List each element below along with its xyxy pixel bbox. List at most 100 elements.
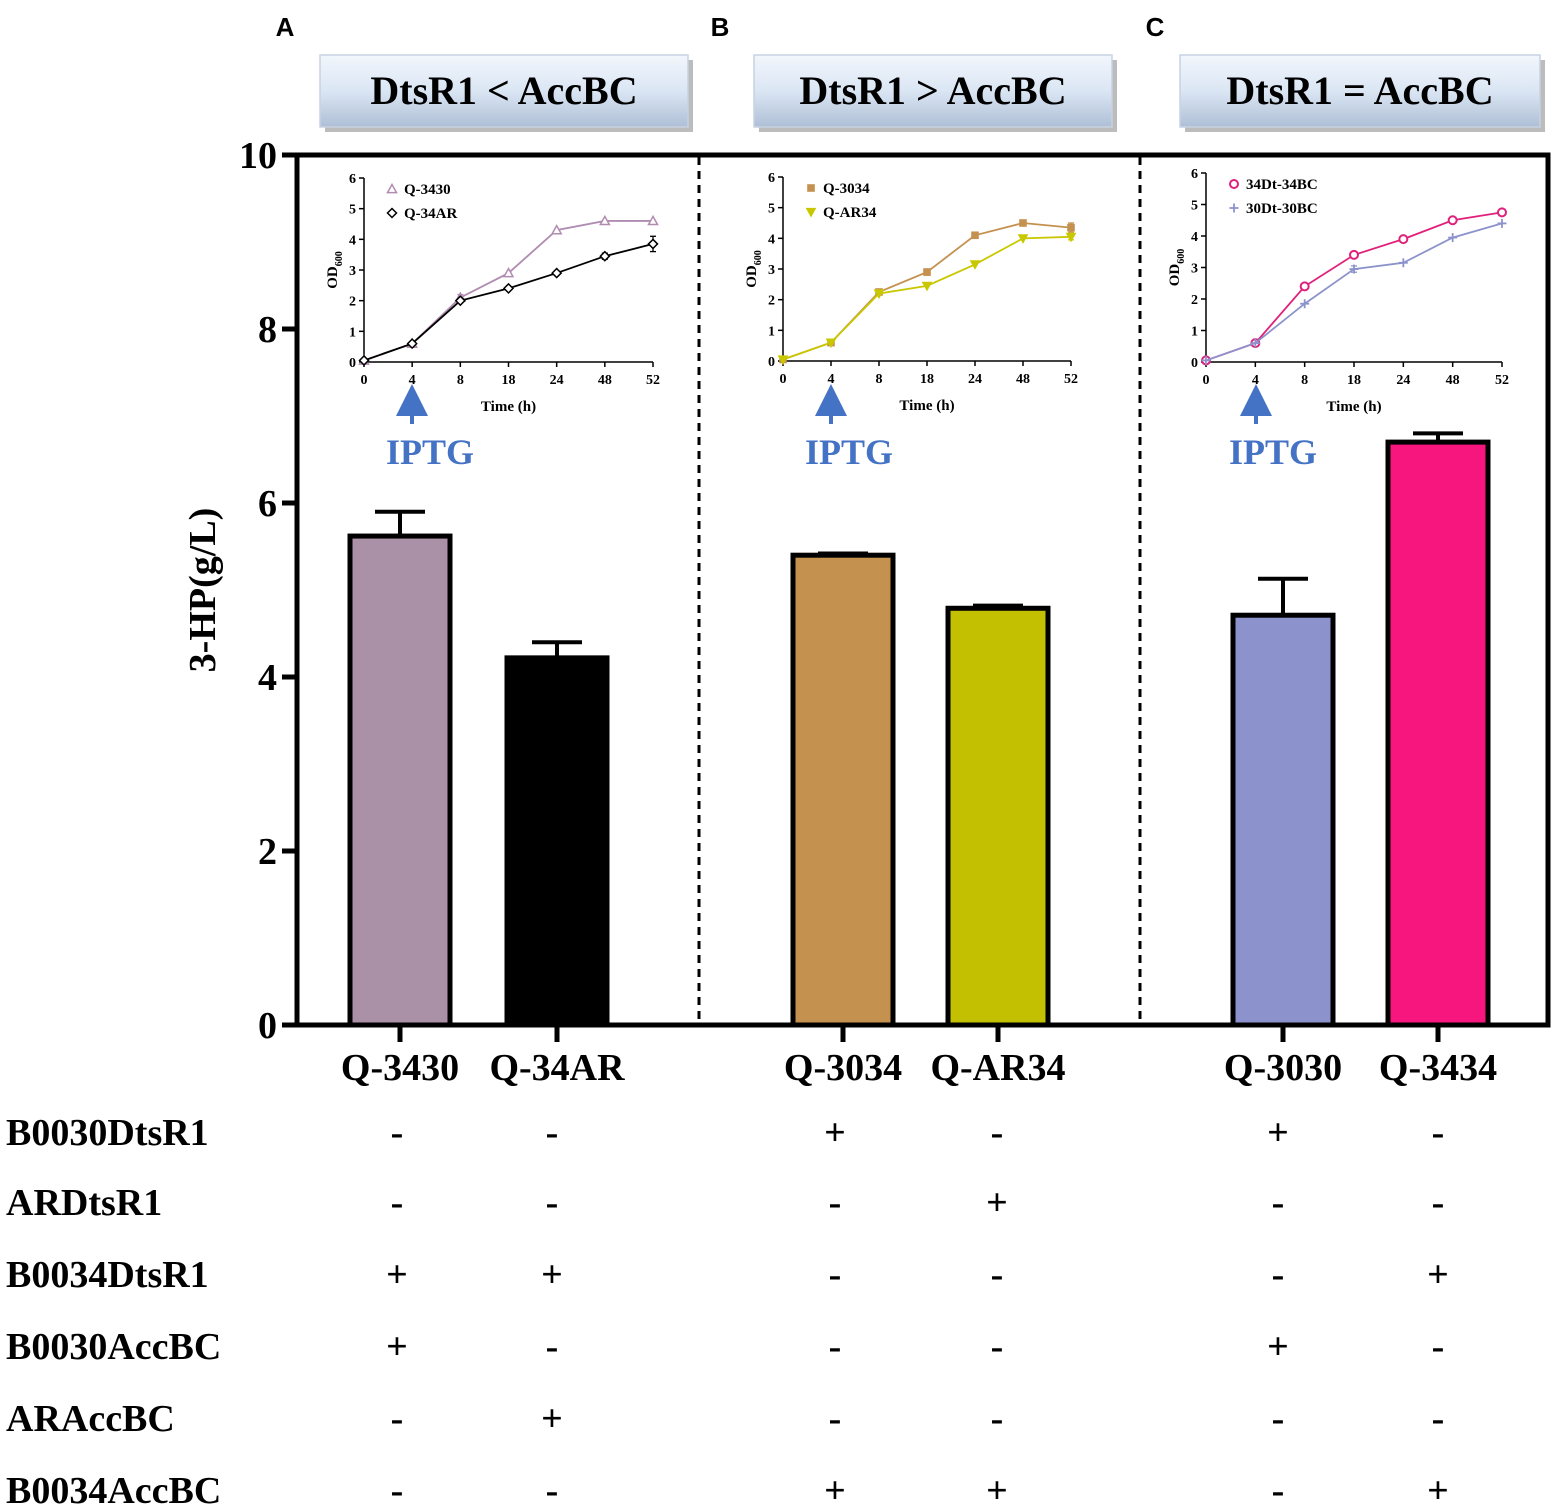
inset-y-tick-label: 4 bbox=[349, 233, 356, 248]
inset-series-34dt-34bc bbox=[1201, 207, 1507, 366]
construct-row-label: B0030DtsR1 bbox=[6, 1112, 209, 1154]
inset-y-tick-label: 4 bbox=[1191, 230, 1198, 245]
marker bbox=[386, 207, 398, 219]
inset-y-tick-label: 2 bbox=[349, 295, 356, 310]
construct-mark: - bbox=[1432, 1398, 1445, 1440]
marker bbox=[647, 214, 659, 226]
construct-mark: - bbox=[1432, 1112, 1445, 1154]
construct-mark: - bbox=[991, 1326, 1004, 1368]
series-line bbox=[782, 235, 1072, 361]
marker bbox=[550, 224, 563, 235]
construct-mark: - bbox=[829, 1182, 842, 1224]
panel-header-c: DtsR1 = AccBC bbox=[1179, 54, 1545, 132]
bar-q-34ar bbox=[504, 655, 610, 1028]
inset-x-tick-label: 0 bbox=[361, 373, 368, 388]
construct-mark: + bbox=[1427, 1470, 1449, 1508]
construct-mark: + bbox=[824, 1470, 846, 1508]
main-y-tick-label: 6 bbox=[258, 483, 277, 525]
marker bbox=[502, 267, 515, 278]
construct-mark: - bbox=[1272, 1470, 1285, 1508]
series-line bbox=[1205, 211, 1503, 362]
construct-mark: - bbox=[829, 1254, 842, 1296]
construct-row-label: B0034AccBC bbox=[6, 1470, 221, 1508]
main-x-tick-label: Q-3430 bbox=[341, 1047, 459, 1089]
inset-x-tick-label: 8 bbox=[1301, 373, 1308, 388]
marker bbox=[923, 268, 931, 276]
main-y-tick-label: 2 bbox=[258, 831, 277, 873]
marker bbox=[1497, 207, 1507, 218]
marker bbox=[386, 182, 398, 194]
inset-series-30dt-30bc bbox=[1201, 218, 1507, 365]
marker bbox=[825, 338, 837, 349]
main-bars bbox=[347, 431, 1491, 1028]
marker bbox=[502, 282, 515, 294]
inset-y-axis-label-main: OD bbox=[744, 265, 760, 288]
inset-x-tick-label: 18 bbox=[502, 373, 516, 388]
bar-q-3434 bbox=[1385, 439, 1491, 1028]
main-x-tick-label: Q-3434 bbox=[1379, 1047, 1497, 1089]
inset-y-tick-label: 6 bbox=[768, 171, 775, 186]
inset-series-q-34ar bbox=[358, 235, 659, 367]
construct-mark: + bbox=[986, 1470, 1008, 1508]
inset-y-axis-label: OD600 bbox=[325, 251, 345, 289]
inset-legend-label: Q-3034 bbox=[823, 181, 870, 197]
construct-table: B0030DtsR1 - - + - + - ARDtsR1 - - - + - - B0034DtsR1 +… bbox=[6, 1112, 1449, 1508]
construct-mark: - bbox=[546, 1112, 559, 1154]
marker bbox=[1019, 219, 1027, 227]
inset-x-tick-label: 48 bbox=[1446, 373, 1460, 388]
inset-y-tick-label: 2 bbox=[1191, 293, 1198, 308]
construct-mark: - bbox=[391, 1112, 404, 1154]
marker bbox=[1017, 234, 1029, 244]
construct-mark: - bbox=[391, 1182, 404, 1224]
inset-y-tick-label: 6 bbox=[1191, 167, 1198, 182]
inset-y-axis-label-sub: 600 bbox=[753, 250, 764, 265]
inset-y-tick-label: 3 bbox=[768, 263, 775, 278]
panel-header-a: DtsR1 < AccBC bbox=[319, 54, 693, 132]
inset-y-axis-label-main: OD bbox=[1167, 264, 1183, 287]
marker bbox=[805, 207, 817, 218]
construct-mark: - bbox=[829, 1326, 842, 1368]
inset-x-tick-label: 52 bbox=[1064, 372, 1078, 387]
marker bbox=[1065, 232, 1077, 243]
construct-mark: - bbox=[391, 1398, 404, 1440]
inset-y-tick-label: 1 bbox=[349, 325, 356, 340]
inset-x-tick-label: 52 bbox=[646, 373, 660, 388]
construct-mark: + bbox=[386, 1254, 408, 1296]
inset-y-axis-label-sub: 600 bbox=[334, 251, 345, 266]
inset-x-axis-label: Time (h) bbox=[1326, 399, 1381, 415]
construct-mark: + bbox=[1427, 1254, 1449, 1296]
inset-y-tick-label: 4 bbox=[768, 232, 775, 247]
inset-legend-label: Q-AR34 bbox=[823, 205, 877, 221]
construct-mark: - bbox=[991, 1112, 1004, 1154]
construct-mark: - bbox=[391, 1470, 404, 1508]
inset-y-tick-label: 1 bbox=[768, 324, 775, 339]
marker bbox=[807, 184, 815, 192]
panel-header-c-label: DtsR1 = AccBC bbox=[1226, 68, 1493, 113]
construct-mark: - bbox=[991, 1254, 1004, 1296]
construct-row-label: ARDtsR1 bbox=[6, 1182, 162, 1224]
main-x-axis: Q-3430 Q-34AR Q-3034 Q-AR34 Q-3030 Q-3434 bbox=[341, 1025, 1497, 1089]
main-plot-frame bbox=[294, 152, 1551, 1028]
construct-mark: - bbox=[546, 1182, 559, 1224]
marker bbox=[777, 355, 789, 365]
construct-mark: + bbox=[386, 1326, 408, 1368]
inset-x-tick-label: 18 bbox=[920, 372, 934, 387]
inset-y-tick-label: 1 bbox=[1191, 325, 1198, 340]
bar-q-ar34 bbox=[945, 605, 1051, 1028]
marker bbox=[921, 281, 933, 292]
main-x-tick-label: Q-AR34 bbox=[930, 1047, 1065, 1089]
marker bbox=[1299, 281, 1310, 292]
inset-legend-label: Q-34AR bbox=[404, 206, 457, 222]
inset-x-tick-label: 4 bbox=[1252, 373, 1259, 388]
inset-x-tick-label: 24 bbox=[550, 373, 564, 388]
main-x-tick-label: Q-34AR bbox=[489, 1047, 625, 1089]
main-y-tick-label: 10 bbox=[239, 135, 277, 177]
bar-q-3030 bbox=[1230, 612, 1336, 1028]
inset-x-tick-label: 0 bbox=[780, 372, 787, 387]
construct-mark: - bbox=[1272, 1182, 1285, 1224]
construct-mark: + bbox=[824, 1112, 846, 1154]
panel-letter-b: B bbox=[711, 12, 730, 42]
inset-x-axis-label: Time (h) bbox=[481, 399, 536, 415]
